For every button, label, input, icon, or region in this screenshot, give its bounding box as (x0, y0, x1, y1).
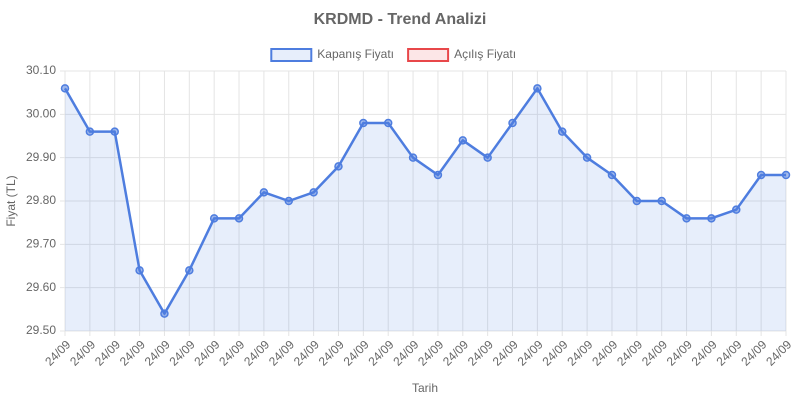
point (533, 84, 542, 93)
point (259, 188, 269, 197)
x-tick-label: 24/09 (539, 337, 570, 368)
y-tick-label: 29.60 (26, 280, 56, 294)
point (185, 266, 194, 275)
line (63, 87, 786, 315)
y-tick-label: 30.10 (26, 63, 56, 77)
point (756, 170, 766, 180)
point (284, 196, 294, 206)
point (433, 170, 443, 180)
x-tick-label: 24/09 (664, 337, 695, 368)
point (657, 196, 666, 206)
point (508, 118, 517, 128)
x-tick-label: 24/09 (490, 337, 521, 368)
area (65, 88, 786, 331)
y-tick-label: 30.00 (26, 107, 56, 121)
x-tick-label: 24/09 (714, 337, 745, 368)
x-tick-label: 24/09 (515, 337, 546, 368)
chart-title: KRDMD - Trend Analizi (314, 11, 487, 28)
y-tick-label: 29.80 (26, 193, 56, 207)
x-tick-label: 24/09 (415, 337, 446, 368)
legend-label: Kapanış Fiyatı (317, 47, 394, 61)
point (732, 205, 741, 214)
x-tick-label: 24/09 (266, 337, 297, 368)
x-tick-label: 24/09 (738, 337, 769, 368)
x-tick-label: 24/09 (440, 337, 471, 368)
legend-label: Açılış Fiyatı (454, 47, 516, 61)
x-axis-title: Tarih (412, 381, 438, 395)
x-tick-label: 24/09 (763, 337, 794, 368)
x-tick-label: 24/09 (639, 337, 670, 368)
legend-swatch[interactable] (407, 48, 450, 62)
x-tick-label: 24/09 (316, 337, 347, 368)
x-tick-label: 24/09 (390, 337, 421, 368)
point (582, 153, 592, 162)
point (781, 170, 791, 180)
point (483, 153, 492, 162)
point (682, 214, 691, 223)
x-tick-label: 24/09 (689, 337, 720, 368)
point (209, 214, 219, 223)
x-tick-label: 24/09 (241, 337, 272, 368)
x-tick-label: 24/09 (564, 337, 595, 368)
point (110, 127, 119, 136)
point (607, 170, 617, 180)
x-tick-label: 24/09 (42, 337, 73, 368)
point (383, 118, 393, 128)
x-tick-label: 24/09 (117, 337, 148, 368)
point (85, 127, 95, 136)
x-tick-label: 24/09 (216, 337, 247, 368)
x-tick-label: 24/09 (589, 337, 620, 368)
point (408, 153, 418, 162)
point (160, 309, 169, 318)
point (557, 127, 567, 136)
y-tick-label: 29.90 (26, 150, 56, 164)
point (707, 214, 716, 223)
point (135, 266, 144, 275)
x-tick-label: 24/09 (167, 337, 198, 368)
legend-swatch[interactable] (270, 48, 313, 62)
point (234, 214, 244, 223)
x-tick-label: 24/09 (341, 337, 372, 368)
point (458, 136, 468, 145)
x-tick-label: 24/09 (92, 337, 123, 368)
point (359, 118, 368, 128)
x-tick-label: 24/09 (67, 337, 98, 368)
y-tick-label: 29.50 (26, 323, 56, 337)
x-tick-label: 24/09 (142, 337, 173, 368)
point (334, 162, 343, 171)
x-tick-label: 24/09 (465, 337, 496, 368)
point (309, 188, 318, 197)
x-tick-label: 24/09 (614, 337, 645, 368)
x-tick-label: 24/09 (365, 337, 396, 368)
x-tick-label: 24/09 (291, 337, 322, 368)
y-axis-title: Fiyat (TL) (4, 175, 18, 226)
point (60, 84, 70, 93)
y-tick-label: 29.70 (26, 237, 56, 251)
point (632, 196, 642, 206)
x-tick-label: 24/09 (191, 337, 222, 368)
